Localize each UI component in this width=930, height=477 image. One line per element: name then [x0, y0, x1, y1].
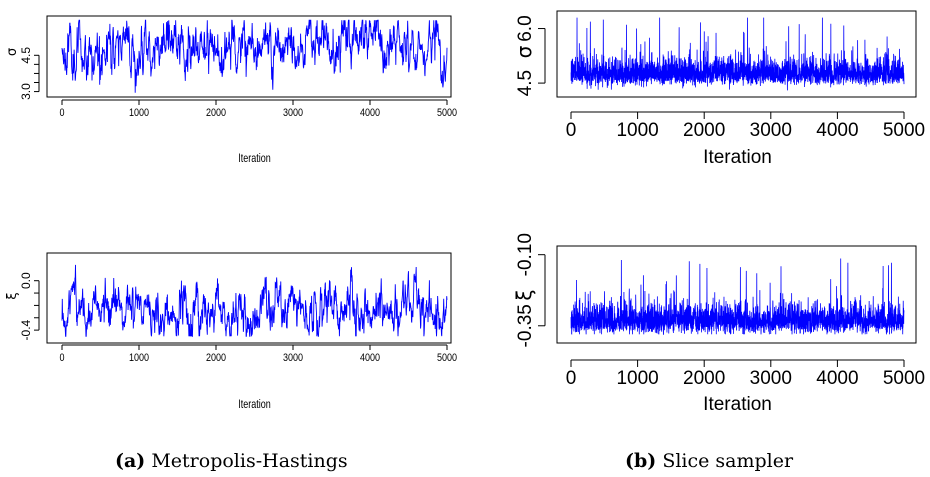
caption-a-text: Metropolis-Hastings — [151, 450, 348, 472]
trace-line — [570, 258, 905, 335]
x-tick-label: 3000 — [283, 352, 303, 364]
x-axis-label: Iteration — [238, 398, 271, 412]
x-tick-label: 4000 — [816, 368, 858, 389]
trace-line — [570, 17, 905, 91]
x-tick-label: 3000 — [750, 120, 792, 141]
x-tick-label: 5000 — [437, 352, 457, 364]
x-tick-label: 5000 — [437, 107, 457, 119]
y-axis-label: ξ — [5, 292, 20, 299]
x-axis-label: Iteration — [238, 152, 271, 166]
plot-frame — [46, 252, 452, 344]
trace-line — [61, 19, 448, 93]
caption-a-label: (a) — [115, 450, 146, 472]
x-tick-label: 4000 — [360, 107, 380, 119]
x-tick-label: 1000 — [616, 120, 658, 141]
y-tick-label: -0.4 — [19, 319, 33, 340]
x-tick-label: 3000 — [283, 107, 303, 119]
x-tick-label: 1000 — [129, 107, 149, 119]
y-tick-label: 4.5 — [19, 47, 33, 64]
x-tick-label: 0 — [59, 352, 64, 364]
y-tick-label: -0.10 — [515, 233, 536, 276]
y-tick-label: 0.0 — [19, 272, 33, 289]
x-tick-label: 4000 — [816, 120, 858, 141]
caption-b-label: (b) — [625, 450, 657, 472]
x-tick-label: 1000 — [129, 352, 149, 364]
caption-b-text: Slice sampler — [662, 450, 794, 472]
x-tick-label: 2000 — [206, 352, 226, 364]
plot-frame — [556, 245, 917, 344]
x-axis-label: Iteration — [703, 147, 772, 168]
x-tick-label: 2000 — [206, 107, 226, 119]
plot-frame — [46, 15, 452, 98]
x-axis-label: Iteration — [703, 394, 772, 415]
x-tick-label: 3000 — [750, 368, 792, 389]
caption-b: (b) Slice sampler — [625, 450, 793, 472]
y-tick-label: 3.0 — [19, 83, 33, 100]
y-axis-label: σ — [5, 48, 20, 56]
y-axis-label: σ — [512, 45, 536, 58]
panel-a-bottom: 0 1000 2000 3000 4000 5000 Iteration -0.4 0.0 ξ — [5, 252, 457, 412]
y-tick-label: -0.35 — [515, 304, 536, 347]
x-tick-label: 4000 — [360, 352, 380, 364]
x-tick-label: 2000 — [683, 368, 725, 389]
panel-b-bottom: 0 1000 2000 3000 4000 5000 Iteration -0.35 -0.10… — [512, 233, 925, 415]
panel-b-top: 0 1000 2000 3000 4000 5000 Iteration 4.5 6.0 σ — [512, 10, 925, 168]
x-tick-label: 5000 — [883, 368, 925, 389]
x-tick-label: 5000 — [883, 120, 925, 141]
y-tick-label: 6.0 — [515, 15, 536, 41]
x-tick-label: 1000 — [616, 368, 658, 389]
trace-line — [61, 264, 448, 338]
plot-frame — [556, 10, 917, 98]
x-tick-label: 2000 — [683, 120, 725, 141]
panel-a-top: 0 1000 2000 3000 4000 5000 Iteration 3.0 4.5σ — [5, 15, 457, 166]
caption-a: (a) Metropolis-Hastings — [115, 450, 348, 472]
y-axis-label: ξ — [512, 289, 536, 300]
x-tick-label: 0 — [566, 120, 577, 141]
y-tick-label: 4.5 — [515, 70, 536, 96]
x-tick-label: 0 — [566, 368, 577, 389]
x-tick-label: 0 — [59, 107, 64, 119]
